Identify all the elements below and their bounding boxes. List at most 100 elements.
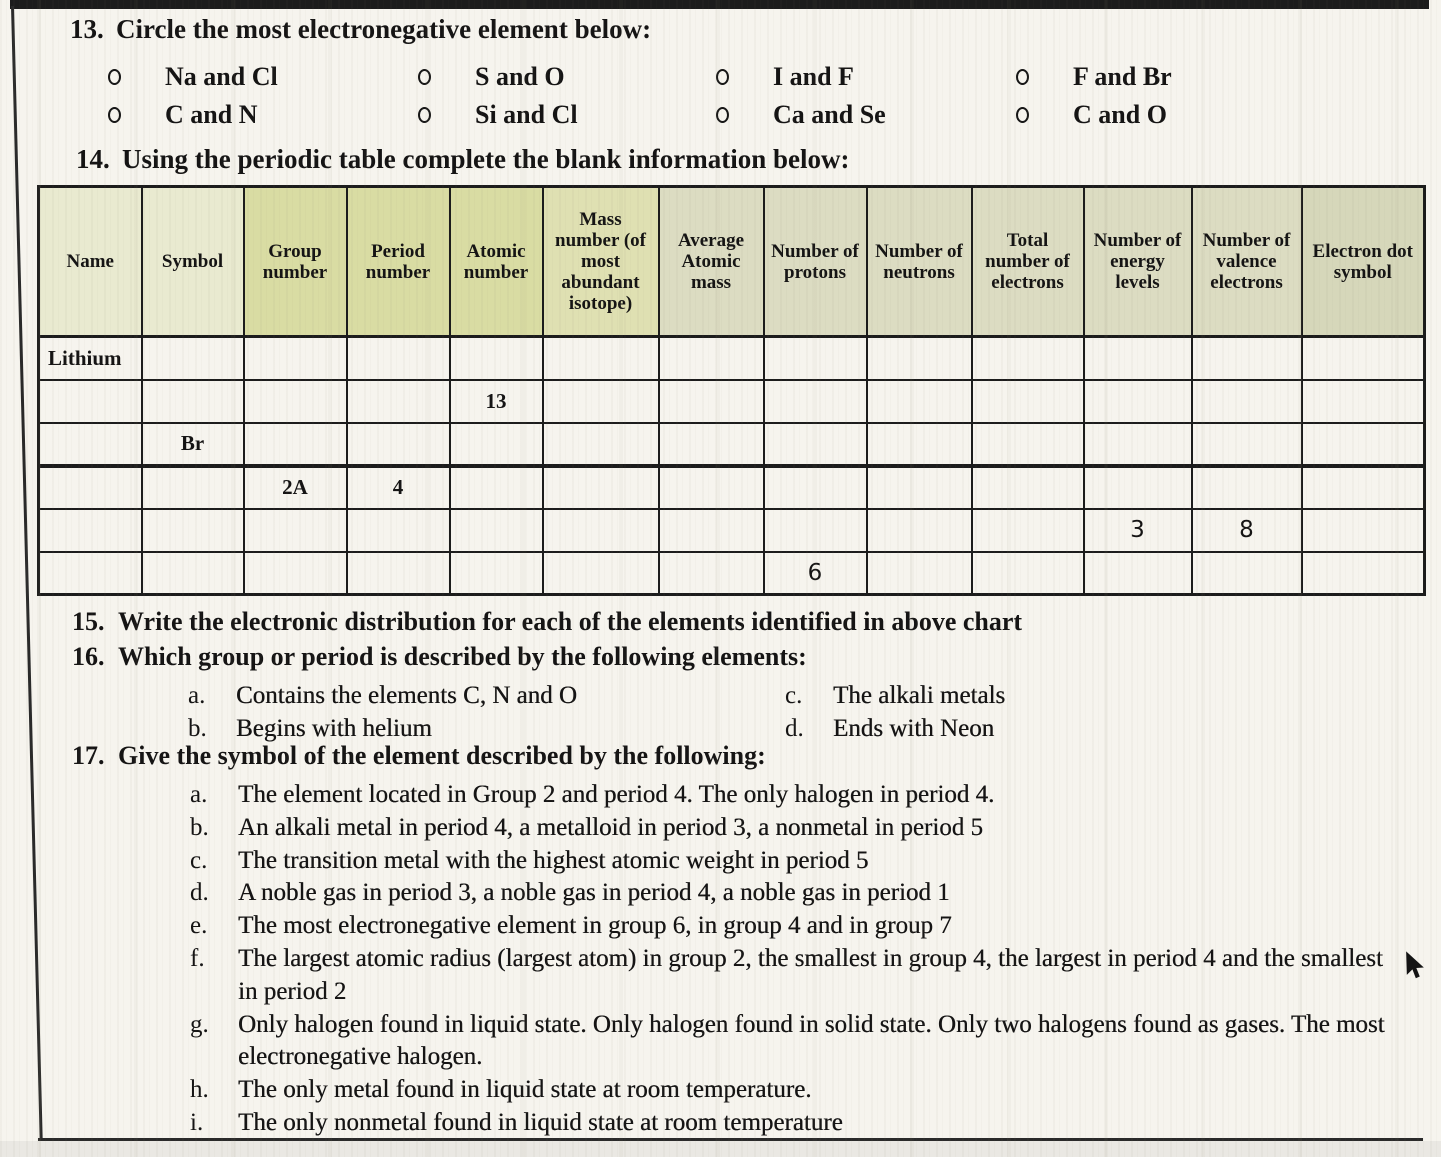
table-cell <box>1300 421 1426 468</box>
question-17-items: a. The element located in Group 2 and pe… <box>72 779 1412 1140</box>
option-label: F and Br <box>1073 62 1172 91</box>
table-cell: Br <box>140 421 245 468</box>
table-cell <box>970 464 1085 510</box>
table-header-cell: Atomic number <box>448 185 544 338</box>
table-cell <box>37 550 143 596</box>
table-cell <box>541 464 660 510</box>
option-item: F and Br <box>1016 58 1346 96</box>
table-cell <box>541 507 660 553</box>
option-column: S and O Si and Cl <box>418 58 716 134</box>
option-label: Si and Cl <box>475 100 578 129</box>
question-15-title: 15. Write the electronic distribution fo… <box>72 606 1022 637</box>
table-cell <box>1300 550 1426 596</box>
question-16: 16. Which group or period is described b… <box>72 641 1005 745</box>
table-cell <box>657 378 765 424</box>
table-header-row: Name Symbol Group number Period number A… <box>37 185 1426 338</box>
item-label: f. <box>190 944 205 972</box>
option-label: C and N <box>165 100 258 129</box>
table-cell <box>1190 550 1303 596</box>
option-column: Na and Cl C and N <box>108 58 418 134</box>
table-cell <box>865 464 973 510</box>
item-label: d. <box>785 715 804 742</box>
option-label: C and O <box>1073 100 1167 129</box>
item-text: Ends with Neon <box>833 715 995 742</box>
question-13-title: 13. Circle the most electronegative elem… <box>70 14 1346 45</box>
question-13: 13. Circle the most electronegative elem… <box>70 14 1346 134</box>
table-cell <box>1190 464 1303 510</box>
table-cell <box>657 464 765 510</box>
table-header-cell: Average Atomic mass <box>657 185 765 338</box>
item-label: c. <box>785 682 803 709</box>
option-item: C and O <box>1016 96 1346 134</box>
mouse-cursor-arrow-icon <box>1402 950 1430 989</box>
periodic-info-table: Name Symbol Group number Period number A… <box>37 185 1426 596</box>
table-row: 2A 4 <box>37 464 1426 510</box>
table-cell <box>762 464 868 510</box>
question-text: Write the electronic distribution for ea… <box>118 607 1023 636</box>
table-header-cell: Number of protons <box>762 185 868 338</box>
question-17-title: 17. Give the symbol of the element descr… <box>72 740 1412 771</box>
radio-bullet-icon <box>418 69 431 85</box>
list-item: e. The most electronegative element in g… <box>190 910 1412 943</box>
table-cell <box>865 335 973 381</box>
table-cell <box>541 421 660 468</box>
table-cell: 8 <box>1190 507 1303 553</box>
question-16-items: a. Contains the elements C, N and O b. B… <box>72 679 1005 745</box>
table-cell <box>865 550 973 596</box>
question-text: Using the periodic table complete the bl… <box>122 144 850 174</box>
table-cell <box>140 550 245 596</box>
table-header-cell: Group number <box>242 185 348 338</box>
table-cell <box>345 421 451 468</box>
table-cell <box>1190 421 1303 468</box>
scan-top-edge-bar <box>10 0 1429 9</box>
question-number: 17. <box>72 741 105 770</box>
option-label: Ca and Se <box>773 100 886 129</box>
table-cell <box>541 378 660 424</box>
item-text: The only metal found in liquid state at … <box>238 1076 812 1104</box>
table-cell <box>1082 550 1193 596</box>
table-cell <box>1190 335 1303 381</box>
table-cell <box>448 335 544 381</box>
table-cell <box>242 378 348 424</box>
list-item: d. Ends with Neon <box>785 712 1005 745</box>
list-item: f. The largest atomic radius (largest at… <box>190 943 1412 1009</box>
list-item: d. A noble gas in period 3, a noble gas … <box>190 877 1412 910</box>
table-cell <box>242 550 348 596</box>
table-cell <box>762 421 868 468</box>
table-row: 6 <box>37 550 1426 596</box>
table-cell <box>345 507 451 553</box>
option-item: I and F <box>716 58 1016 96</box>
item-label: a. <box>190 781 208 808</box>
table-cell <box>1082 421 1193 468</box>
table-cell <box>140 507 245 553</box>
table-cell <box>37 464 143 510</box>
item-text: The most electronegative element in grou… <box>238 912 952 940</box>
option-label: S and O <box>475 62 565 91</box>
table-cell <box>970 378 1085 424</box>
item-text: The element located in Group 2 and perio… <box>238 781 995 808</box>
item-text: An alkali metal in period 4, a metalloid… <box>238 813 983 841</box>
table-cell <box>140 464 245 510</box>
table-cell: 6 <box>762 550 868 596</box>
radio-bullet-icon <box>1016 69 1029 85</box>
table-cell <box>448 507 544 553</box>
table-cell <box>1300 507 1426 553</box>
table-cell <box>242 507 348 553</box>
radio-bullet-icon <box>1016 107 1029 123</box>
question-number: 13. <box>70 14 104 44</box>
table-cell: 4 <box>345 464 451 510</box>
items-column-left: a. Contains the elements C, N and O b. B… <box>188 679 785 745</box>
item-text: Begins with helium <box>236 715 432 742</box>
table-cell: 2A <box>242 464 348 510</box>
option-item: C and N <box>108 96 418 134</box>
table-cell: 13 <box>448 378 544 424</box>
table-header-cell: Mass number (of most abundant isotope) <box>541 185 660 338</box>
table-header-cell: Number of energy levels <box>1082 185 1193 338</box>
table-header-cell: Name <box>37 185 143 338</box>
question-15: 15. Write the electronic distribution fo… <box>72 606 1022 637</box>
table-row: Br <box>37 421 1426 468</box>
table-cell <box>970 421 1085 468</box>
item-text: The transition metal with the highest at… <box>238 846 869 874</box>
question-13-options: Na and Cl C and N S and O Si and Cl <box>70 58 1346 134</box>
